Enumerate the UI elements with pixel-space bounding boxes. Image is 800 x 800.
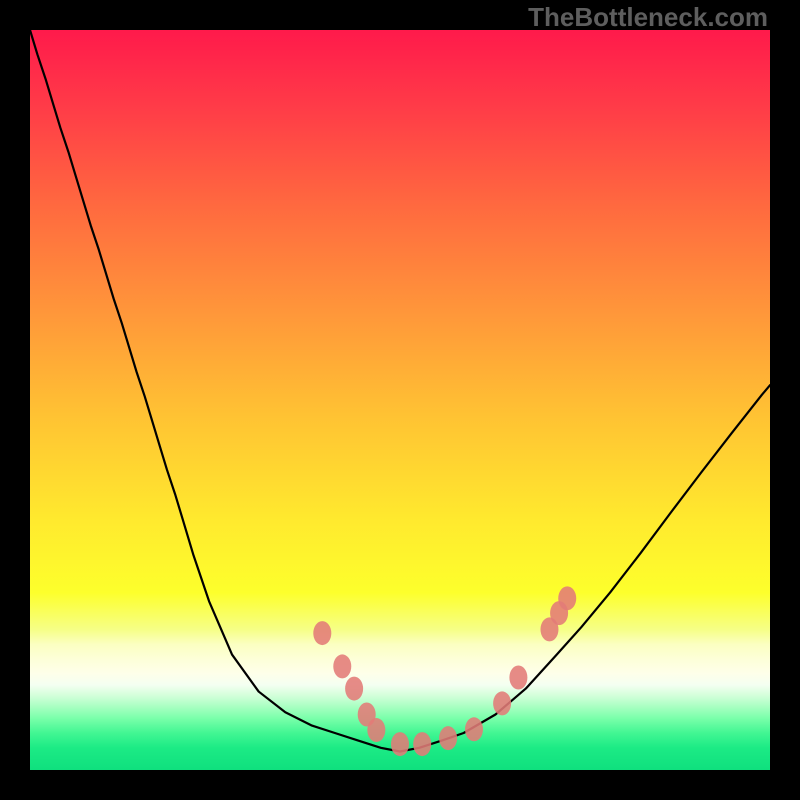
marker-group	[313, 586, 576, 756]
marker-point	[367, 718, 385, 742]
marker-point	[558, 586, 576, 610]
chart-frame: TheBottleneck.com	[0, 0, 800, 800]
marker-point	[333, 654, 351, 678]
marker-point	[413, 732, 431, 756]
chart-overlay	[30, 30, 770, 770]
marker-point	[313, 621, 331, 645]
plot-area	[30, 30, 770, 770]
watermark-text: TheBottleneck.com	[528, 2, 768, 33]
marker-point	[509, 666, 527, 690]
v-curve	[30, 30, 770, 752]
marker-point	[345, 677, 363, 701]
marker-point	[439, 726, 457, 750]
marker-point	[465, 717, 483, 741]
marker-point	[493, 691, 511, 715]
marker-point	[391, 732, 409, 756]
